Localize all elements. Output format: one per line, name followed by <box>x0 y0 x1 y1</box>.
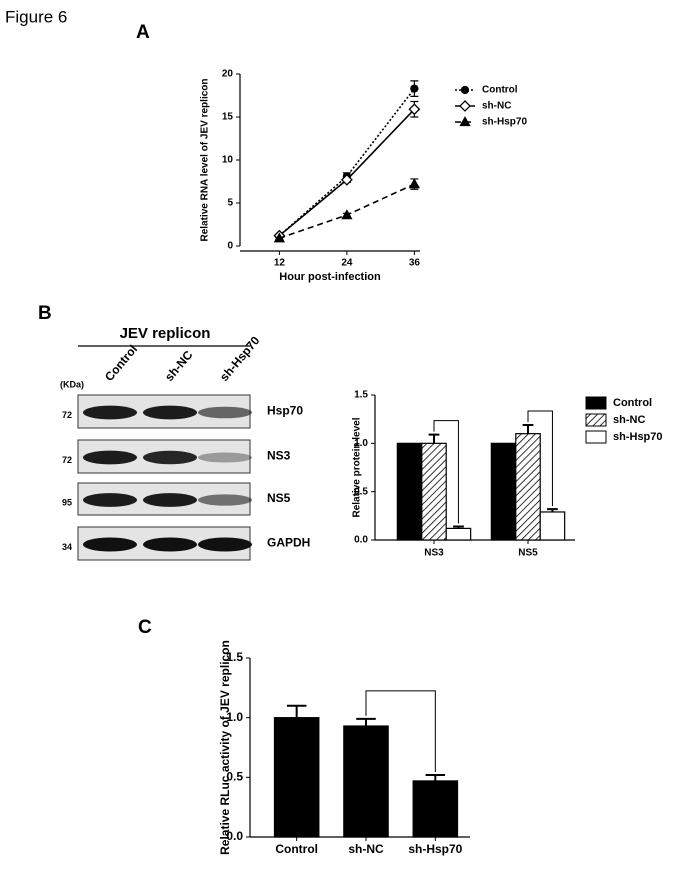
blot-band <box>198 537 252 552</box>
blot-band <box>83 493 137 507</box>
y-tick-label: 0.0 <box>226 829 243 843</box>
legend-label: Control <box>482 85 518 96</box>
significance-bracket <box>527 410 553 507</box>
blot-band <box>83 405 137 420</box>
lane-label: Control <box>102 342 140 384</box>
y-tick-label: 0.0 <box>354 535 368 546</box>
y-tick-label: 1.0 <box>354 438 368 449</box>
error-bar <box>547 508 558 512</box>
blot-unit: (KDa) <box>60 379 84 389</box>
legend-label: Control <box>613 397 652 409</box>
x-tick-label: NS3 <box>424 548 444 559</box>
error-bar <box>522 423 534 434</box>
y-tick-label: 1.5 <box>354 390 368 401</box>
row-label: GAPDH <box>267 536 310 550</box>
x-tick-label: Control <box>275 842 318 856</box>
chart: 0.0 0.5 1.0 1.5 Relative protein level NS3 NS5… <box>352 390 663 559</box>
legend-swatch <box>585 413 607 427</box>
point <box>341 209 353 220</box>
legend-label: sh-Hsp70 <box>482 117 527 128</box>
western-blot: JEV replicon (KDa) Control sh-NC sh-Hsp70 H… <box>60 325 310 561</box>
x-tick-label: 36 <box>409 258 421 269</box>
blot-band <box>143 537 197 552</box>
y-tick-label: 0 <box>227 241 233 252</box>
bar <box>445 527 472 541</box>
legend-marker <box>459 116 471 127</box>
size-marker: 95 <box>62 497 72 507</box>
error-bar <box>286 704 307 718</box>
point <box>273 232 285 243</box>
panel-label: A <box>136 22 150 43</box>
blot-band <box>198 406 252 419</box>
x-tick-label: NS5 <box>518 548 538 559</box>
y-axis-title: Relative RLuc activity of JEV replicon <box>218 640 232 855</box>
significance-bracket <box>365 690 436 772</box>
bar <box>421 442 447 541</box>
significance-bracket <box>433 420 459 524</box>
legend-label: sh-NC <box>482 101 511 112</box>
error-bar <box>356 717 376 727</box>
blot-title: JEV replicon <box>120 325 211 342</box>
y-tick-label: 0.5 <box>354 486 368 497</box>
point <box>340 173 353 186</box>
bar <box>343 725 389 838</box>
blot-band <box>83 450 137 465</box>
legend-swatch <box>585 396 607 410</box>
y-axis-title: Relative RNA level of JEV replicon <box>200 78 211 241</box>
lane-label: sh-Hsp70 <box>217 333 263 384</box>
legend-marker <box>459 100 471 112</box>
bar <box>396 442 423 541</box>
bar <box>273 717 320 838</box>
point <box>410 84 419 93</box>
y-tick-label: 0.5 <box>226 770 243 784</box>
y-tick-label: 10 <box>222 155 234 166</box>
legend-swatch <box>585 430 607 444</box>
row-label: NS3 <box>267 449 291 463</box>
y-tick-label: 15 <box>222 112 234 123</box>
x-tick-label: sh-NC <box>348 842 384 856</box>
blot-band <box>83 537 137 552</box>
blot-band <box>143 405 197 420</box>
blot-band <box>198 452 252 463</box>
row-label: Hsp70 <box>267 404 303 418</box>
legend-label: sh-Hsp70 <box>613 431 663 443</box>
y-tick-label: 1.5 <box>226 650 243 664</box>
blot-band <box>143 493 197 507</box>
legend-marker <box>460 85 470 95</box>
x-tick-label: 12 <box>274 258 286 269</box>
bar <box>490 442 517 541</box>
bar <box>539 511 566 541</box>
size-marker: 72 <box>62 410 72 420</box>
panel-label: B <box>38 303 52 324</box>
legend-label: sh-NC <box>613 414 645 426</box>
panel-label: C <box>138 617 152 638</box>
error-bar <box>453 525 464 529</box>
y-tick-label: 1.0 <box>226 710 243 724</box>
point <box>408 178 420 189</box>
x-axis-title: Hour post-infection <box>279 271 381 283</box>
blot-band <box>198 494 252 506</box>
point <box>408 103 421 116</box>
error-bar <box>428 433 440 444</box>
y-tick-label: 20 <box>222 69 234 80</box>
figure-label: Figure 6 <box>5 7 67 26</box>
lane-label: sh-NC <box>162 348 196 384</box>
y-tick-label: 5 <box>227 198 233 209</box>
row-label: NS5 <box>267 491 291 505</box>
size-marker: 72 <box>62 455 72 465</box>
blot-band <box>143 450 197 465</box>
chart: 0 5 10 15 20 Relative RNA level of JEV replic… <box>200 69 528 283</box>
bar <box>515 433 541 541</box>
size-marker: 34 <box>62 542 72 552</box>
x-tick-label: 24 <box>341 258 353 269</box>
error-bar <box>425 773 446 781</box>
bar <box>412 780 459 838</box>
y-axis-title: Relative protein level <box>352 417 363 517</box>
x-tick-label: sh-Hsp70 <box>408 842 462 856</box>
